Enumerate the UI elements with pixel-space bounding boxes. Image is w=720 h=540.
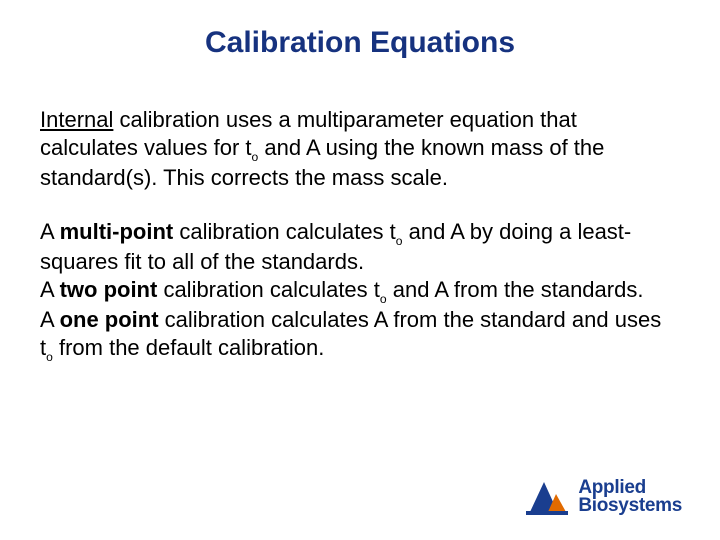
multi-prefix: A [40, 219, 60, 244]
two-bold: two point [60, 277, 158, 302]
one-after: from the default calibration. [53, 335, 324, 360]
points-block: A multi-point calibration calculates to … [40, 218, 680, 365]
logo-line2: Biosystems [578, 497, 682, 515]
two-sub: o [380, 292, 387, 306]
multi-mid: calibration calculates t [173, 219, 396, 244]
one-bold: one point [60, 307, 159, 332]
brand-logo: Applied Biosystems [524, 476, 682, 518]
intro-lead: Internal [40, 107, 113, 132]
logo-mark-icon [524, 476, 570, 518]
point-one: A one point calibration calculates A fro… [40, 306, 680, 364]
point-two: A two point calibration calculates to an… [40, 276, 680, 307]
point-multi: A multi-point calibration calculates to … [40, 218, 680, 276]
intro-sub: o [252, 150, 259, 164]
two-after: and A from the standards. [387, 277, 644, 302]
slide: Calibration Equations Internal calibrati… [0, 0, 720, 540]
multi-bold: multi-point [60, 219, 174, 244]
intro-paragraph: Internal calibration uses a multiparamet… [40, 106, 680, 192]
one-sub: o [46, 350, 53, 364]
page-title: Calibration Equations [40, 26, 680, 60]
one-prefix: A [40, 307, 60, 332]
two-mid: calibration calculates t [157, 277, 380, 302]
logo-text: Applied Biosystems [578, 479, 682, 515]
two-prefix: A [40, 277, 60, 302]
multi-sub: o [396, 234, 403, 248]
